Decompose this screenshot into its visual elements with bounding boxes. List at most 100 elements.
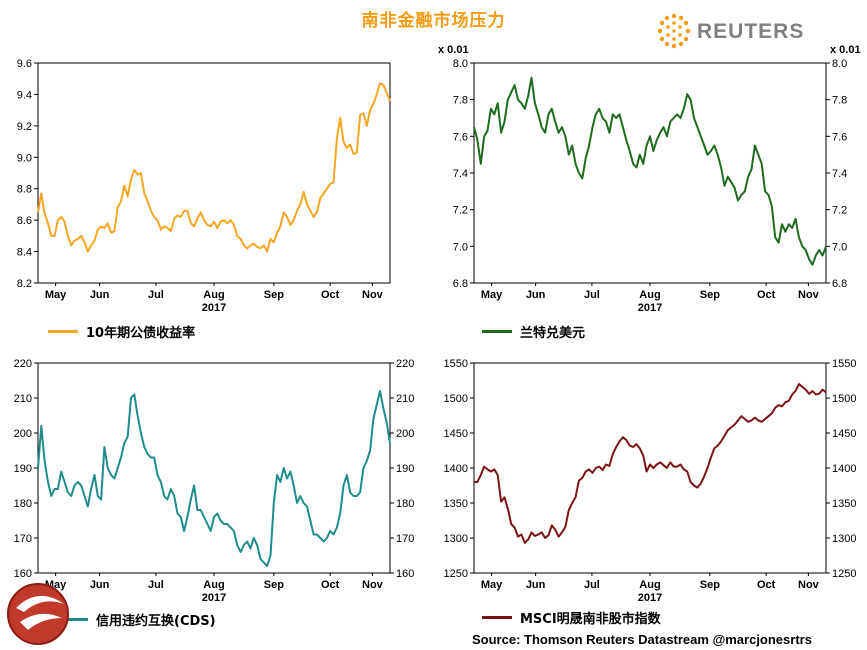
cds-series-line bbox=[37, 390, 391, 567]
cds-ytick-label-left: 160 bbox=[14, 568, 32, 580]
msci-ytick-label-left: 1350 bbox=[444, 498, 468, 510]
rand-year-label: 2017 bbox=[638, 302, 662, 314]
bond-legend-swatch bbox=[48, 330, 78, 333]
cds-ytick-label-right: 180 bbox=[396, 498, 414, 510]
rand-xtick-label: Aug bbox=[639, 289, 660, 301]
msci-legend: MSCI明晟南非股市指数 bbox=[482, 608, 661, 627]
msci-ytick-label-right: 1250 bbox=[832, 568, 856, 580]
cds-xtick-label: Sep bbox=[264, 579, 284, 591]
bond-ytick-label-left: 8.2 bbox=[17, 278, 32, 290]
bond-plot-frame bbox=[37, 62, 391, 284]
msci-ytick-label-left: 1250 bbox=[444, 568, 468, 580]
rand-xtick-label: May bbox=[481, 289, 503, 301]
msci-ytick-label-right: 1300 bbox=[832, 533, 856, 545]
corner-logo-icon bbox=[7, 583, 69, 645]
rand-xtick-label: Nov bbox=[798, 289, 820, 301]
msci-legend-label: MSCI明晟南非股市指数 bbox=[520, 612, 661, 627]
rand-unit-label-left: x 0.01 bbox=[438, 44, 469, 56]
cds-legend-swatch bbox=[58, 618, 88, 621]
msci-xtick-label: Nov bbox=[798, 579, 820, 591]
rand-ytick-label-right: 7.8 bbox=[832, 95, 847, 107]
msci-ytick-label-right: 1450 bbox=[832, 428, 856, 440]
rand-legend: 兰特兑美元 bbox=[482, 322, 585, 341]
msci-ytick-label-right: 1500 bbox=[832, 393, 856, 405]
bond-xtick-label: Jul bbox=[148, 289, 164, 301]
rand-xtick-label: Jul bbox=[584, 289, 600, 301]
cds-legend-label: 信用违约互换(CDS) bbox=[96, 614, 216, 629]
msci-ytick-label-right: 1400 bbox=[832, 463, 856, 475]
chart-title: 南非金融市场压力 bbox=[361, 11, 506, 31]
msci-xtick-label: Sep bbox=[700, 579, 720, 591]
bond-xtick-label: Nov bbox=[362, 289, 384, 301]
msci-xtick-label: Jul bbox=[584, 579, 600, 591]
cds-ytick-label-left: 170 bbox=[14, 533, 32, 545]
rand-plot-frame bbox=[473, 62, 827, 284]
bond-ytick-label-left: 9.2 bbox=[17, 121, 32, 133]
source-note: Source: Thomson Reuters Datastream @marc… bbox=[472, 632, 812, 647]
rand-unit-label-right: x 0.01 bbox=[830, 44, 861, 56]
cds-ytick-label-right: 170 bbox=[396, 533, 414, 545]
msci-ytick-label-right: 1550 bbox=[832, 358, 856, 370]
reuters-wordmark: REUTERS bbox=[697, 20, 805, 43]
bond-ytick-label-left: 8.8 bbox=[17, 184, 32, 196]
cds-ytick-label-left: 190 bbox=[14, 463, 32, 475]
bond-xtick-label: Jun bbox=[90, 289, 110, 301]
cds-xtick-label: Jun bbox=[90, 579, 110, 591]
msci-legend-swatch bbox=[482, 616, 512, 619]
msci-ytick-label-left: 1550 bbox=[444, 358, 468, 370]
bond-xtick-label: Oct bbox=[321, 289, 340, 301]
rand-ytick-label-left: 7.4 bbox=[453, 168, 468, 180]
rand-xtick-label: Sep bbox=[700, 289, 720, 301]
msci-ytick-label-left: 1500 bbox=[444, 393, 468, 405]
msci-xtick-label: May bbox=[481, 579, 503, 591]
rand-legend-swatch bbox=[482, 330, 512, 333]
cds-xtick-label: Oct bbox=[321, 579, 340, 591]
bond-ytick-label-left: 9.4 bbox=[17, 89, 32, 101]
bond-year-label: 2017 bbox=[202, 302, 226, 314]
msci-year-label: 2017 bbox=[638, 592, 662, 604]
msci-xtick-label: Jun bbox=[526, 579, 546, 591]
rand-ytick-label-left: 7.0 bbox=[453, 241, 468, 253]
cds-ytick-label-left: 180 bbox=[14, 498, 32, 510]
rand-ytick-label-right: 7.2 bbox=[832, 205, 847, 217]
rand-ytick-label-right: 7.4 bbox=[832, 168, 847, 180]
rand-ytick-label-right: 7.6 bbox=[832, 131, 847, 143]
cds-chart: 220 220 210 210 200 200 190 190 180 180 170 170 160 1… bbox=[14, 358, 415, 604]
rand-legend-label: 兰特兑美元 bbox=[520, 326, 586, 341]
bond-ytick-label-left: 8.6 bbox=[17, 215, 32, 227]
rand-ytick-label-left: 7.6 bbox=[453, 131, 468, 143]
cds-ytick-label-right: 160 bbox=[396, 568, 414, 580]
msci-xtick-label: Aug bbox=[639, 579, 660, 591]
cds-xtick-label: Nov bbox=[362, 579, 384, 591]
msci-xtick-label: Oct bbox=[757, 579, 776, 591]
cds-ytick-label-right: 220 bbox=[396, 358, 414, 370]
rand-ytick-label-left: 8.0 bbox=[453, 58, 468, 70]
bond-xtick-label: Sep bbox=[264, 289, 284, 301]
bond-ytick-label-left: 9.0 bbox=[17, 152, 32, 164]
bond-legend-label: 10年期公债收益率 bbox=[86, 326, 196, 341]
msci-ytick-label-right: 1350 bbox=[832, 498, 856, 510]
bond-series-line bbox=[37, 82, 391, 253]
msci-ytick-label-left: 1450 bbox=[444, 428, 468, 440]
bond-ytick-label-left: 8.4 bbox=[17, 247, 32, 259]
msci-ytick-label-left: 1400 bbox=[444, 463, 468, 475]
cds-ytick-label-left: 210 bbox=[14, 393, 32, 405]
reuters-logo: REUTERS bbox=[655, 12, 855, 52]
cds-plot-frame bbox=[37, 362, 391, 574]
cds-xtick-label: Jul bbox=[148, 579, 164, 591]
cds-legend: 信用违约互换(CDS) bbox=[58, 610, 216, 629]
cds-ytick-label-right: 190 bbox=[396, 463, 414, 475]
bond-xtick-label: Aug bbox=[203, 289, 224, 301]
cds-ytick-label-right: 210 bbox=[396, 393, 414, 405]
rand-xtick-label: Jun bbox=[526, 289, 546, 301]
rand-ytick-label-right: 6.8 bbox=[832, 278, 847, 290]
rand-ytick-label-left: 6.8 bbox=[453, 278, 468, 290]
bond-ytick-label-left: 9.6 bbox=[17, 58, 32, 70]
msci-series-line bbox=[474, 383, 827, 544]
reuters-dots-icon bbox=[657, 13, 691, 49]
msci-chart: 1550 1550 1500 1500 1450 1450 1400 1400 1350 1350… bbox=[444, 358, 857, 604]
cds-year-label: 2017 bbox=[202, 592, 226, 604]
rand-ytick-label-right: 7.0 bbox=[832, 241, 847, 253]
rand-xtick-label: Oct bbox=[757, 289, 776, 301]
bond-xtick-label: May bbox=[45, 289, 67, 301]
